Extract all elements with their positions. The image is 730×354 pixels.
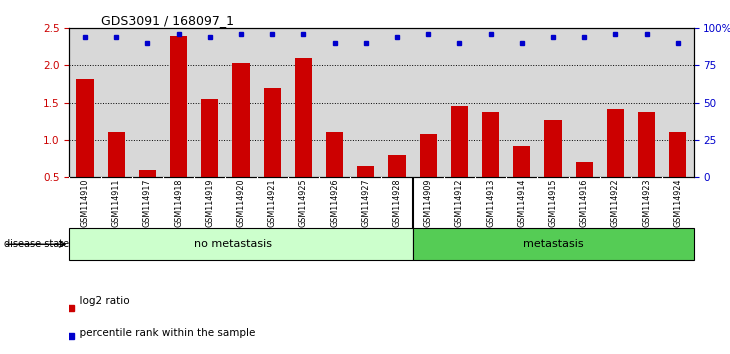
Bar	[576, 162, 593, 177]
Text: GSM114928: GSM114928	[393, 178, 402, 227]
Bar	[264, 88, 281, 177]
Text: GSM114909: GSM114909	[423, 178, 433, 227]
Text: percentile rank within the sample: percentile rank within the sample	[73, 328, 255, 338]
Text: GSM114913: GSM114913	[486, 178, 495, 227]
Text: GSM114919: GSM114919	[205, 178, 215, 227]
Bar	[420, 134, 437, 177]
Bar	[513, 146, 531, 177]
Text: GSM114915: GSM114915	[548, 178, 558, 227]
Bar	[139, 170, 156, 177]
Text: log2 ratio: log2 ratio	[73, 296, 130, 306]
Text: GSM114912: GSM114912	[455, 178, 464, 227]
Text: GSM114924: GSM114924	[673, 178, 683, 227]
Bar	[669, 132, 686, 177]
Bar	[232, 63, 250, 177]
Text: metastasis: metastasis	[523, 239, 583, 249]
Text: GSM114911: GSM114911	[112, 178, 120, 227]
Text: GSM114920: GSM114920	[237, 178, 245, 227]
Text: GSM114923: GSM114923	[642, 178, 651, 227]
Bar	[326, 132, 343, 177]
Bar	[295, 58, 312, 177]
Text: GSM114927: GSM114927	[361, 178, 370, 227]
Bar	[107, 132, 125, 177]
Text: GSM114916: GSM114916	[580, 178, 589, 227]
Bar	[545, 120, 561, 177]
Bar	[638, 112, 656, 177]
Bar	[482, 112, 499, 177]
Text: GSM114914: GSM114914	[518, 178, 526, 227]
Text: GSM114910: GSM114910	[80, 178, 90, 227]
Text: GSM114921: GSM114921	[268, 178, 277, 227]
Bar	[201, 99, 218, 177]
Bar	[69, 228, 412, 260]
Bar	[451, 106, 468, 177]
Bar	[357, 166, 374, 177]
Text: GSM114926: GSM114926	[330, 178, 339, 227]
Text: disease state: disease state	[4, 239, 69, 249]
Text: GSM114925: GSM114925	[299, 178, 308, 227]
Text: GSM114918: GSM114918	[174, 178, 183, 227]
Text: GDS3091 / 168097_1: GDS3091 / 168097_1	[101, 14, 234, 27]
Bar	[170, 36, 187, 177]
Bar	[412, 228, 694, 260]
Text: no metastasis: no metastasis	[194, 239, 272, 249]
Text: GSM114922: GSM114922	[611, 178, 620, 227]
Bar	[77, 79, 93, 177]
Bar	[388, 155, 406, 177]
Bar	[607, 109, 624, 177]
Text: GSM114917: GSM114917	[143, 178, 152, 227]
